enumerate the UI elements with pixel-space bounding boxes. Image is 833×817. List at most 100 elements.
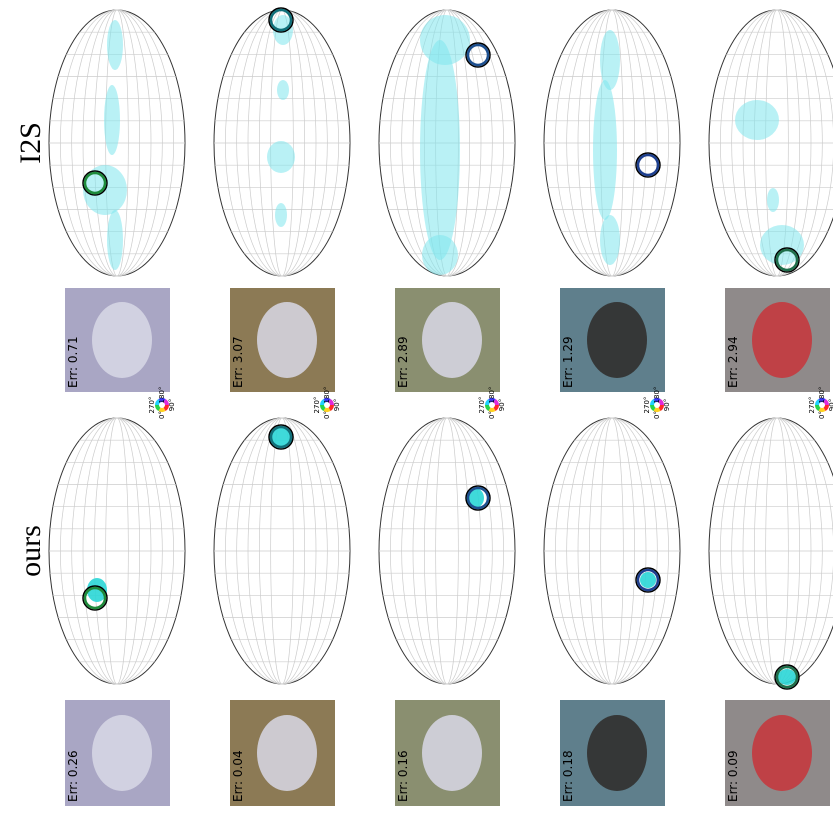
color-legend: 180°270° 90°0° <box>148 387 176 419</box>
object <box>257 302 317 378</box>
ground-truth-inner <box>636 568 660 592</box>
photo: Err: 2.94 <box>725 288 830 392</box>
sphere-plot <box>378 9 516 277</box>
ground-truth <box>635 567 661 593</box>
legend-wedge <box>653 398 661 405</box>
color-legend: 180°270° 90°0° <box>313 387 341 419</box>
object <box>752 715 812 791</box>
object <box>422 302 482 378</box>
ground-truth-inner <box>466 43 490 67</box>
color-legend: 180°270° 90°0° <box>478 387 506 419</box>
object <box>92 715 152 791</box>
legend-wedge <box>488 398 496 405</box>
legend-label: 90° <box>663 399 671 411</box>
method-label: I2S <box>14 122 47 164</box>
ground-truth <box>465 42 491 68</box>
legend-label: 180° <box>158 387 166 404</box>
photo: Err: 0.26 <box>65 700 170 806</box>
legend-label: 180° <box>323 387 331 404</box>
object <box>257 715 317 791</box>
ground-truth <box>774 664 800 690</box>
ground-truth <box>774 247 800 273</box>
distribution <box>778 669 796 685</box>
distribution <box>735 100 779 140</box>
photo: Err: 2.89 <box>395 288 500 392</box>
distribution <box>420 40 460 260</box>
legend-wedge <box>818 398 826 405</box>
ground-truth-inner <box>83 171 107 195</box>
legend-label: 270° <box>643 397 651 414</box>
sphere-plot <box>48 417 186 685</box>
legend-wedge <box>158 405 166 413</box>
ground-truth <box>82 170 108 196</box>
legend-label: 90° <box>498 399 506 411</box>
legend-label: 0° <box>818 411 826 419</box>
legend-wedge <box>818 405 826 413</box>
photo: Err: 0.04 <box>230 700 335 806</box>
photo: Err: 0.18 <box>560 700 665 806</box>
method-label: ours <box>14 525 47 577</box>
ground-truth-inner <box>83 586 107 610</box>
sphere-plot <box>543 9 681 277</box>
legend-label: 90° <box>828 399 833 411</box>
legend-wedge <box>323 398 331 405</box>
ground-truth-inner <box>775 248 799 272</box>
photo: Err: 1.29 <box>560 288 665 392</box>
legend-hole <box>489 402 495 408</box>
legend-wedge <box>488 405 496 413</box>
error-label: Err: 1.29 <box>561 336 575 388</box>
object <box>587 302 647 378</box>
sphere-plot <box>213 417 351 685</box>
legend-label: 180° <box>488 387 496 404</box>
distribution <box>107 20 123 70</box>
ground-truth-inner <box>269 8 293 32</box>
ground-truth <box>268 424 294 450</box>
ground-truth-inner <box>269 425 293 449</box>
distribution <box>640 572 656 588</box>
object <box>587 715 647 791</box>
legend-label: 180° <box>653 387 661 404</box>
legend-label: 0° <box>488 411 496 419</box>
legend-label: 90° <box>333 399 341 411</box>
legend-label: 0° <box>158 411 166 419</box>
distribution <box>267 141 295 173</box>
photo: Err: 0.09 <box>725 700 830 806</box>
sphere-plot <box>708 417 833 690</box>
legend-wedge <box>323 405 331 413</box>
sphere-plot <box>213 7 351 277</box>
object <box>92 302 152 378</box>
distribution <box>104 85 120 155</box>
sphere-plot <box>543 417 681 685</box>
color-legend: 180°270° 90°0° <box>643 387 671 419</box>
legend-label: 90° <box>168 399 176 411</box>
sphere-plot <box>378 417 516 685</box>
ground-truth <box>635 152 661 178</box>
distribution <box>107 210 123 270</box>
legend-label: 270° <box>808 397 816 414</box>
distribution <box>275 203 287 227</box>
ground-truth <box>465 485 491 511</box>
object <box>752 302 812 378</box>
sphere-plot <box>48 9 186 277</box>
photo: Err: 3.07 <box>230 288 335 392</box>
legend-hole <box>819 402 825 408</box>
distribution <box>87 578 107 602</box>
error-label: Err: 2.94 <box>726 336 740 388</box>
distribution <box>269 427 293 447</box>
error-label: Err: 0.09 <box>726 750 740 802</box>
error-label: Err: 0.04 <box>231 750 245 802</box>
ground-truth-inner <box>775 665 799 689</box>
method-row: ours Err: 0.26 Err: 0.04 Err: 0.16 Err: 0.18… <box>14 417 833 806</box>
distribution <box>600 215 620 265</box>
ground-truth <box>268 7 294 33</box>
distribution <box>760 225 804 265</box>
error-label: Err: 3.07 <box>231 336 245 388</box>
legend-label: 270° <box>313 397 321 414</box>
sphere-plot <box>708 9 833 277</box>
legend-label: 0° <box>323 411 331 419</box>
distribution <box>277 80 289 100</box>
photo: Err: 0.16 <box>395 700 500 806</box>
legend-label: 270° <box>478 397 486 414</box>
error-label: Err: 0.71 <box>66 336 80 388</box>
